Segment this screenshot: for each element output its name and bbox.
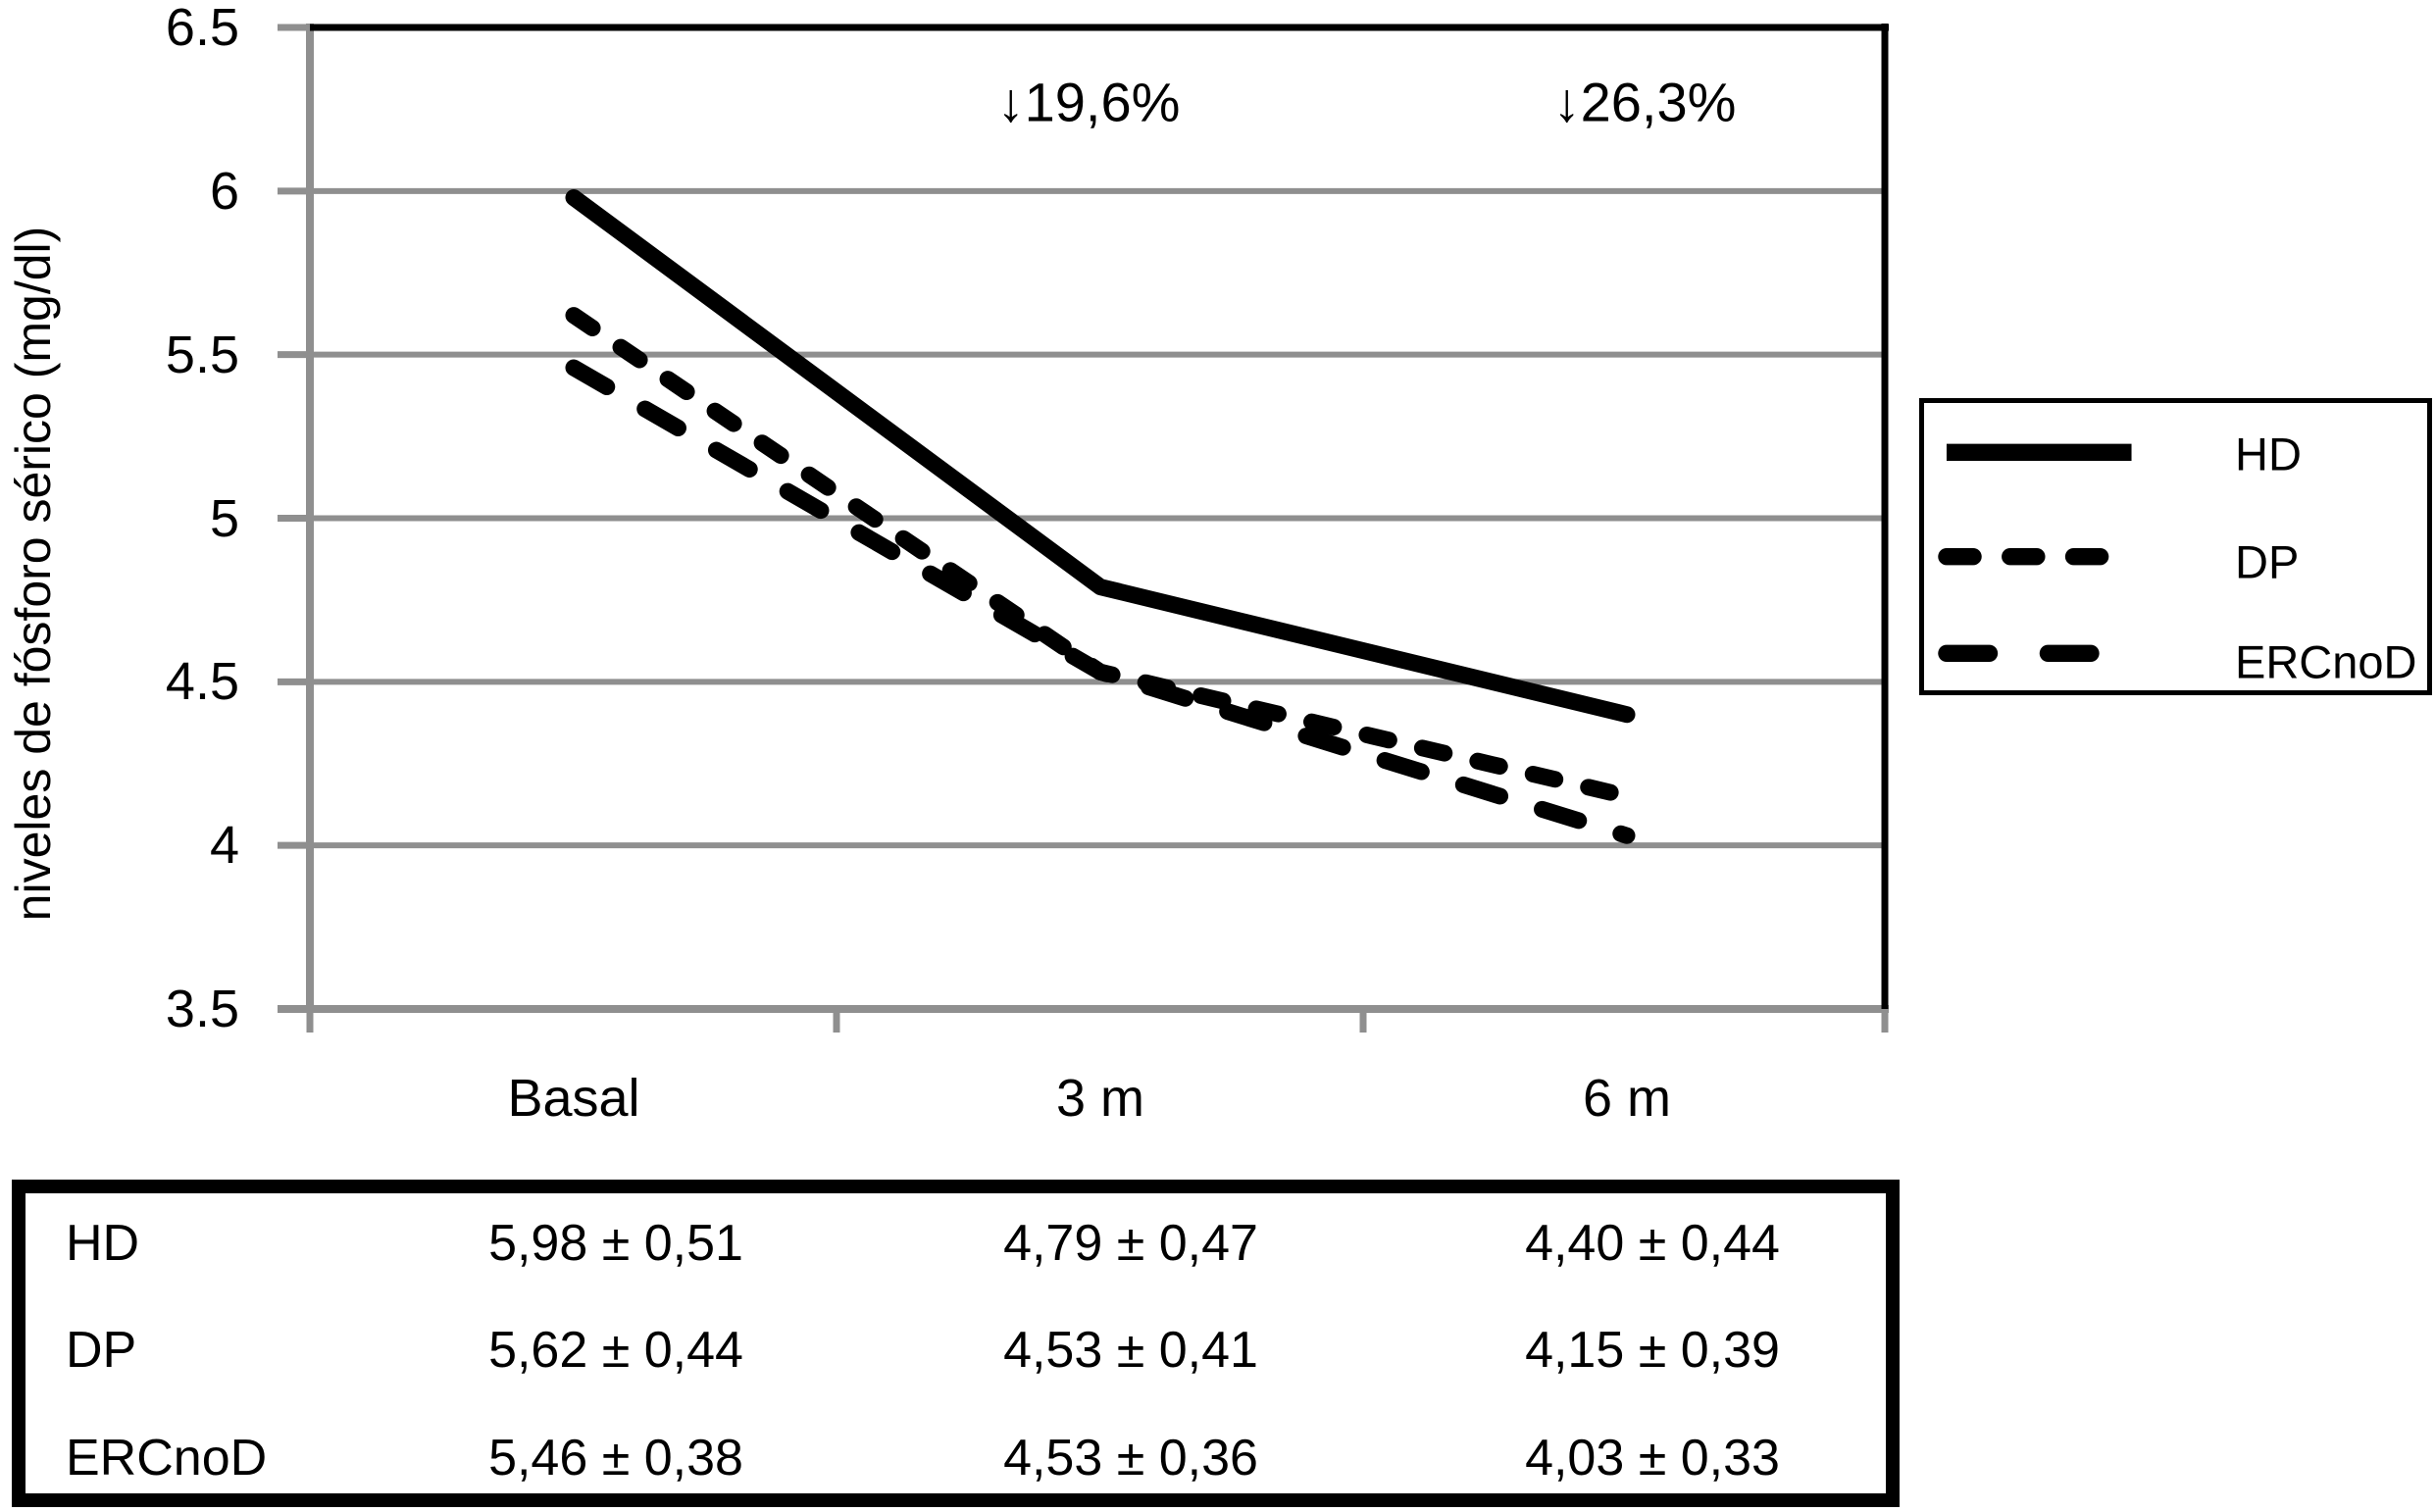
table-cell: 4,53 ± 0,41 xyxy=(1003,1322,1258,1379)
legend-label-ERCnoD: ERCnoD xyxy=(2235,635,2417,688)
percent-decrease-annotation: ↓26,3% xyxy=(1552,71,1737,133)
series-line-ERCnoD xyxy=(565,359,1636,844)
legend-box: HD DP ERCnoD xyxy=(1919,398,2432,695)
x-category-label: Basal xyxy=(507,1069,640,1128)
table-cell: 4,40 ± 0,44 xyxy=(1525,1215,1780,1272)
table-cell: 4,79 ± 0,47 xyxy=(1003,1215,1258,1272)
series-line-HD xyxy=(565,189,1636,724)
legend-label-DP: DP xyxy=(2235,535,2300,588)
y-tick-label: 3.5 xyxy=(165,980,239,1038)
table-cell: 4,03 ± 0,33 xyxy=(1525,1430,1780,1487)
table-cell: 4,53 ± 0,36 xyxy=(1003,1430,1258,1487)
x-category-label: 3 m xyxy=(1055,1069,1145,1128)
table-row-label-ERCnoD: ERCnoD xyxy=(66,1430,268,1487)
x-category-label: 6 m xyxy=(1582,1069,1672,1128)
table-row-label-HD: HD xyxy=(66,1215,140,1272)
y-tick-label: 5 xyxy=(209,488,239,548)
y-tick-label: 4.5 xyxy=(165,652,239,712)
legend-label-HD: HD xyxy=(2235,428,2302,480)
y-tick-label: 6 xyxy=(209,161,239,221)
series-line-DP xyxy=(565,307,1636,805)
table-cell: 5,98 ± 0,51 xyxy=(488,1215,743,1272)
y-tick-label: 4 xyxy=(209,816,239,876)
percent-decrease-annotation: ↓19,6% xyxy=(996,71,1181,133)
table-cell: 4,15 ± 0,39 xyxy=(1525,1322,1780,1379)
legend-line-samples xyxy=(1938,443,2141,662)
table-cell: 5,62 ± 0,44 xyxy=(488,1322,743,1379)
y-tick-label: 6.5 xyxy=(165,0,239,57)
summary-table: HD 5,98 ± 0,51 4,79 ± 0,47 4,40 ± 0,44 DP 5,6… xyxy=(12,1180,1900,1507)
table-cell: 5,46 ± 0,38 xyxy=(488,1430,743,1487)
table-row-label-DP: DP xyxy=(66,1322,137,1379)
y-tick-label: 5.5 xyxy=(165,325,239,384)
